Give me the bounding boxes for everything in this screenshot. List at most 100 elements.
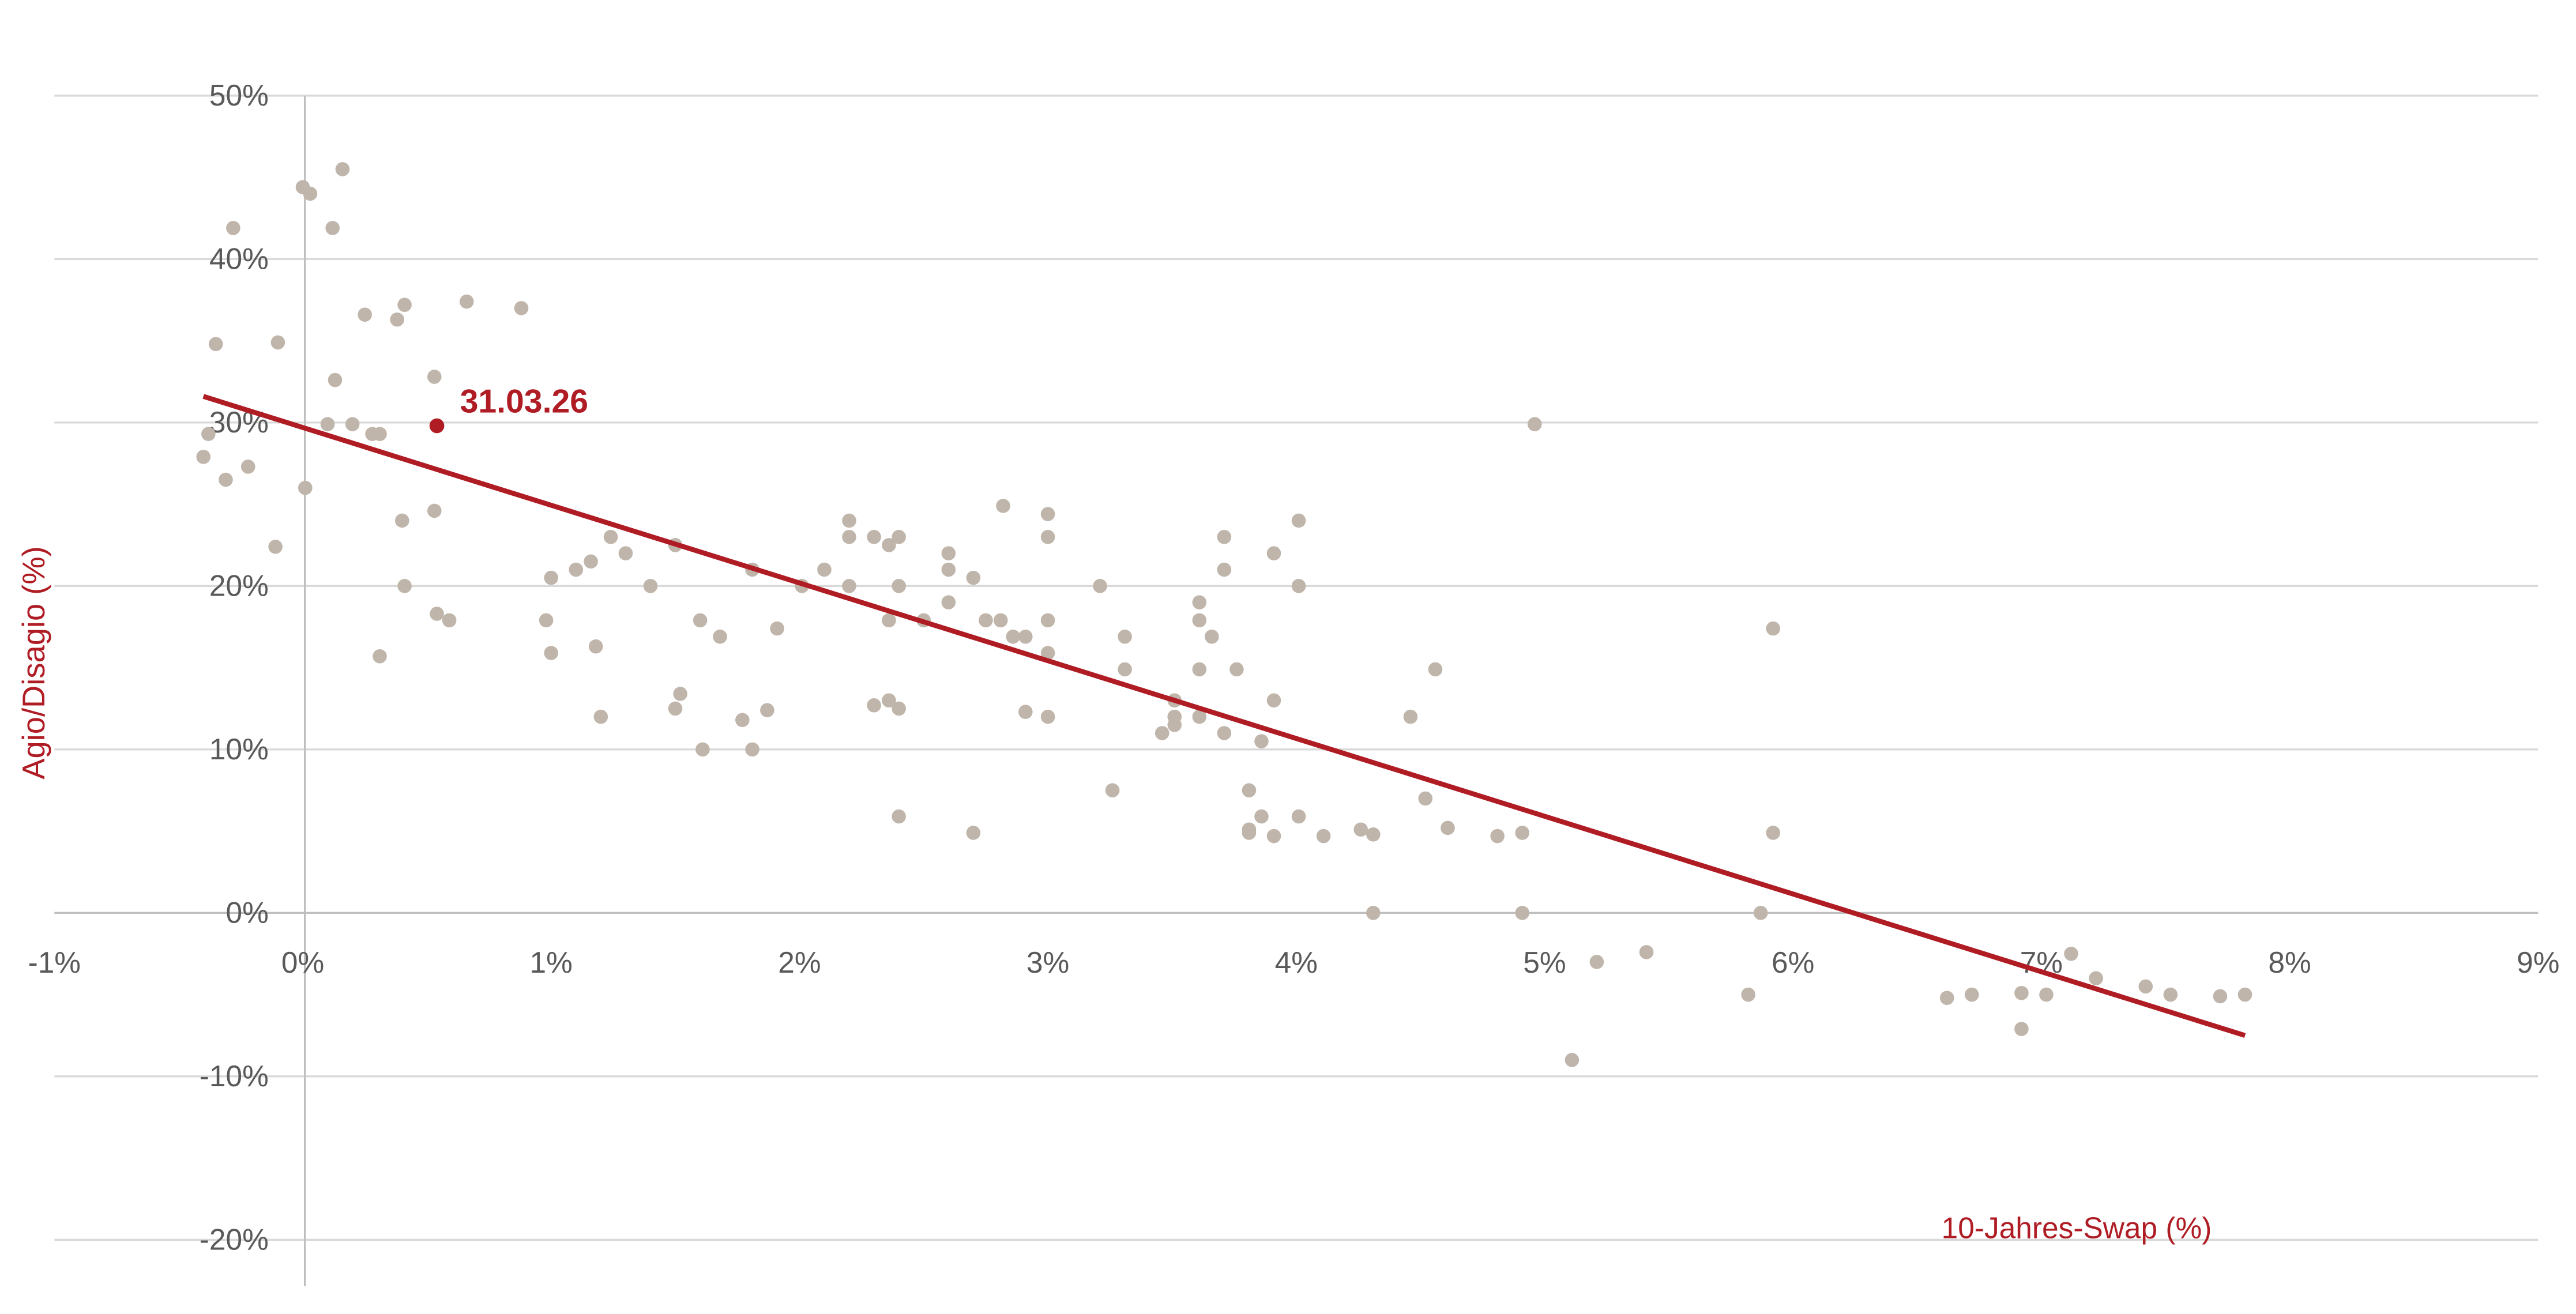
data-point <box>1018 629 1033 644</box>
data-point <box>668 701 683 716</box>
highlight-label: 31.03.26 <box>460 383 588 420</box>
data-point <box>373 649 387 664</box>
data-point <box>303 186 318 201</box>
x-tick-label: -1% <box>28 946 81 979</box>
data-point <box>1353 822 1368 837</box>
data-point <box>1291 809 1306 824</box>
data-point <box>892 529 906 544</box>
data-point <box>397 579 412 593</box>
data-point <box>1217 562 1232 577</box>
data-point <box>996 499 1010 513</box>
data-point <box>427 370 442 384</box>
data-point <box>713 629 727 644</box>
data-point <box>268 540 283 554</box>
data-point <box>593 709 608 724</box>
data-point <box>208 337 223 352</box>
data-point <box>1192 662 1207 677</box>
data-point <box>1192 709 1207 724</box>
data-point <box>1018 705 1033 719</box>
x-tick-label: 8% <box>2268 946 2311 979</box>
data-point <box>1093 579 1107 593</box>
data-point <box>427 503 442 518</box>
data-point <box>1118 662 1132 677</box>
data-point <box>1515 826 1530 840</box>
data-point <box>966 570 981 585</box>
data-point <box>1192 613 1207 628</box>
x-tick-label: 2% <box>778 946 821 979</box>
data-point <box>882 693 896 708</box>
data-point <box>544 646 558 660</box>
data-point <box>2163 987 2178 1002</box>
y-tick-label: 20% <box>209 568 269 602</box>
data-point <box>2213 989 2228 1004</box>
data-point <box>1229 662 1244 677</box>
data-point <box>2064 946 2078 961</box>
data-point <box>1565 1053 1580 1067</box>
data-point <box>941 595 956 609</box>
data-point <box>1242 826 1257 840</box>
data-point <box>643 579 658 593</box>
data-point <box>226 221 240 235</box>
data-point <box>1040 709 1055 724</box>
data-point <box>1242 783 1257 798</box>
data-point <box>867 698 881 713</box>
data-point <box>430 607 444 621</box>
gridlines <box>54 95 2539 1241</box>
data-point <box>397 298 412 313</box>
data-point <box>345 417 360 431</box>
data-point <box>1006 629 1021 644</box>
data-point <box>966 826 981 840</box>
data-point <box>390 312 404 327</box>
data-point <box>979 613 993 628</box>
data-point <box>1040 507 1055 521</box>
data-point <box>1118 629 1132 644</box>
data-point <box>2014 1022 2029 1036</box>
data-point <box>1217 529 1232 544</box>
data-point <box>1964 987 1979 1002</box>
data-point <box>325 221 340 235</box>
data-point <box>2014 985 2029 1000</box>
data-point <box>1418 791 1433 806</box>
data-point <box>539 613 554 628</box>
y-tick-label: 30% <box>209 405 269 439</box>
data-point <box>693 613 708 628</box>
data-point <box>1366 827 1381 842</box>
data-point <box>1291 513 1306 528</box>
y-tick-labels: 50% 40% 30% 20% 10% 0% -10% -20% <box>200 78 269 1256</box>
data-point <box>588 639 603 654</box>
data-point <box>993 613 1008 628</box>
data-point <box>1266 546 1281 560</box>
data-point <box>1527 417 1542 431</box>
data-point <box>941 562 956 577</box>
data-point <box>2089 971 2103 986</box>
data-point <box>1428 662 1443 677</box>
data-point <box>745 742 759 757</box>
data-point <box>1291 579 1306 593</box>
data-point <box>320 417 335 431</box>
data-point <box>1753 906 1768 920</box>
data-point <box>603 529 618 544</box>
data-point <box>1766 621 1781 636</box>
data-point <box>201 427 216 441</box>
data-point <box>618 546 633 560</box>
data-point <box>941 546 956 560</box>
data-point <box>1105 783 1120 798</box>
data-point <box>270 335 285 350</box>
data-point <box>1639 945 1654 959</box>
y-tick-label: 40% <box>209 242 269 275</box>
data-point <box>335 162 350 176</box>
data-point <box>1441 820 1455 835</box>
data-point <box>842 529 856 544</box>
data-point <box>1192 595 1207 609</box>
data-point <box>328 372 343 387</box>
data-point <box>673 687 687 701</box>
x-axis-title: 10-Jahres-Swap (%) <box>1942 1211 2212 1244</box>
data-point <box>2237 987 2252 1002</box>
data-point <box>2138 979 2153 994</box>
data-point <box>240 460 255 474</box>
x-tick-label: 9% <box>2517 946 2559 979</box>
data-point <box>514 301 529 315</box>
data-point <box>842 579 856 593</box>
data-point <box>1266 693 1281 708</box>
data-point <box>1366 906 1381 920</box>
